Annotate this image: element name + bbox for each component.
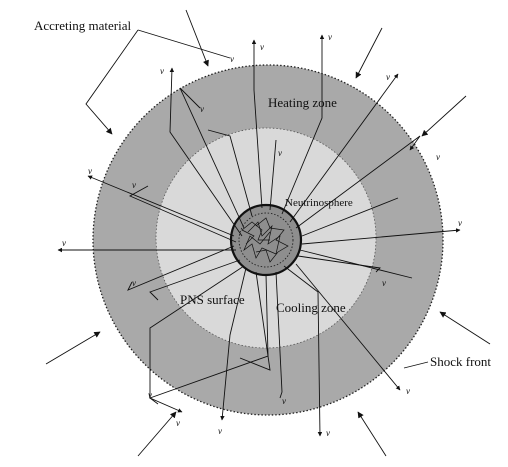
velocity-label: v xyxy=(132,180,136,190)
velocity-label: v xyxy=(200,104,204,114)
velocity-labels: v v v v v v v v v v v v v v v v v v v v xyxy=(62,32,462,438)
velocity-label: v xyxy=(436,152,440,162)
accreting-material-label: Accreting material xyxy=(34,18,131,33)
velocity-label: v xyxy=(326,428,330,438)
inflow-arrows xyxy=(45,9,491,457)
velocity-label: v xyxy=(382,278,386,288)
velocity-label: v xyxy=(218,426,222,436)
velocity-label: v xyxy=(88,166,92,176)
velocity-label: v xyxy=(328,32,332,42)
velocity-label: v xyxy=(230,54,234,64)
shock-front-label: Shock front xyxy=(430,354,491,369)
velocity-label: v xyxy=(282,396,286,406)
velocity-label: v xyxy=(160,66,164,76)
velocity-label: v xyxy=(278,148,282,158)
heating-zone-label: Heating zone xyxy=(268,95,337,110)
velocity-label: v xyxy=(62,238,66,248)
neutrino-random-walk xyxy=(241,217,289,263)
neutrinosphere-label: Neutrinosphere xyxy=(285,197,353,209)
accreting-material-leaders xyxy=(85,29,231,135)
neutrinosphere-circle xyxy=(238,212,294,268)
pns-surface-label: PNS surface xyxy=(180,292,245,307)
velocity-label: v xyxy=(148,390,152,400)
shock-front-leader xyxy=(403,361,429,369)
cooling-zone-label: Cooling zone xyxy=(276,300,346,315)
velocity-label: v xyxy=(406,386,410,396)
velocity-label: v xyxy=(386,72,390,82)
velocity-label: v xyxy=(176,418,180,428)
outgoing-rays xyxy=(57,34,461,437)
velocity-label: v xyxy=(132,278,136,288)
velocity-label: v xyxy=(458,218,462,228)
velocity-label: v xyxy=(260,42,264,52)
